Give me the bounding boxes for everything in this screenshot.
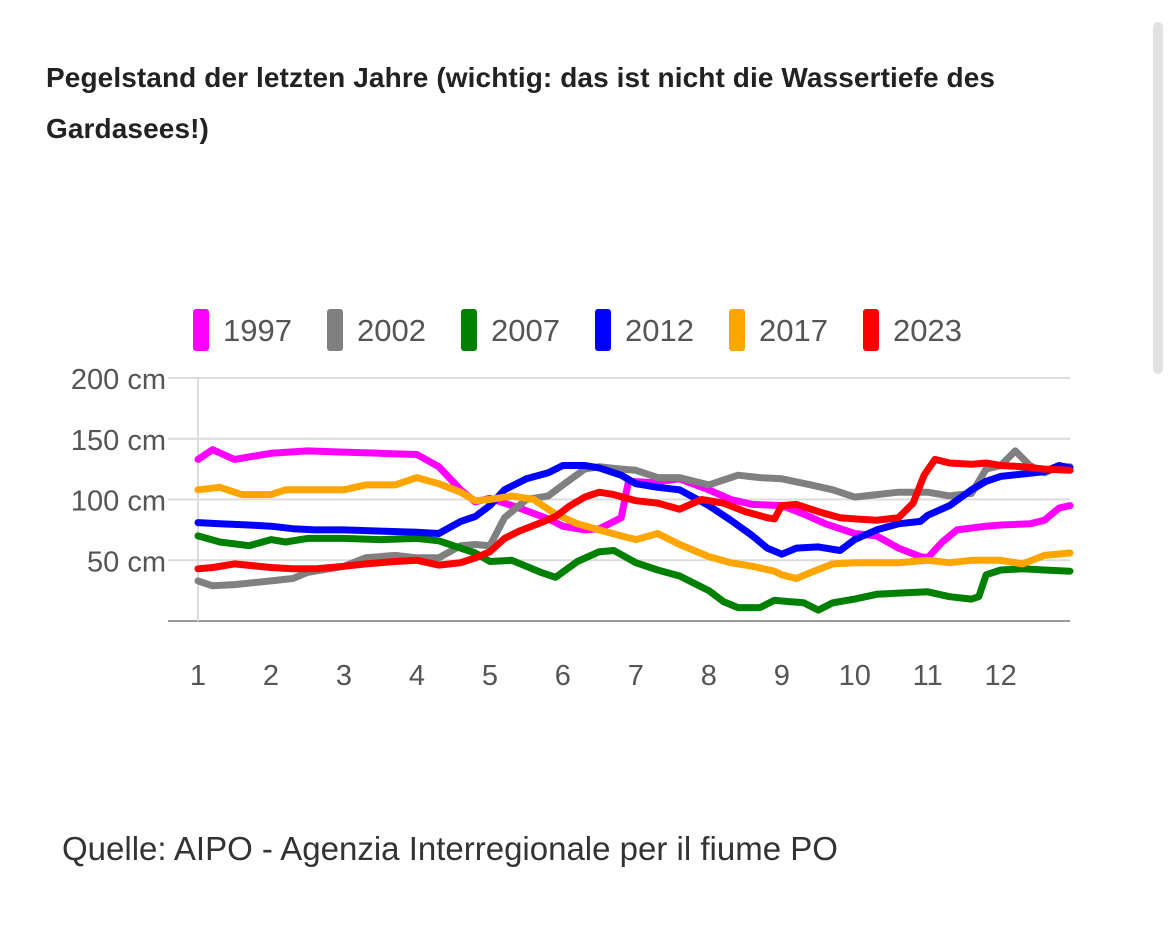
legend-swatch [461, 309, 477, 351]
x-tick-label: 10 [839, 660, 871, 692]
source-note: Quelle: AIPO - Agenzia Interregionale pe… [62, 830, 838, 867]
series-line-2012 [194, 462, 1074, 558]
y-tick-label: 100 cm [71, 486, 166, 518]
series-line-2017 [194, 474, 1074, 582]
x-tick-label: 3 [336, 660, 352, 692]
legend-swatch [595, 309, 611, 351]
x-tick-label: 2 [263, 660, 279, 692]
chart-title: Pegelstand der letzten Jahre (wichtig: d… [46, 62, 996, 144]
x-tick-label: 12 [985, 660, 1017, 692]
x-tick-label: 8 [701, 660, 717, 692]
legend-item-2017[interactable]: 2017 [729, 309, 828, 351]
x-tick-label: 5 [482, 660, 498, 692]
legend-label: 2017 [759, 313, 828, 348]
legend-label: 1997 [223, 313, 292, 348]
x-tick-label: 7 [628, 660, 644, 692]
x-tick-label: 4 [409, 660, 425, 692]
legend-label: 2002 [357, 313, 426, 348]
series-line-2007 [194, 532, 1074, 614]
legend-swatch [327, 309, 343, 351]
scrollbar[interactable] [1153, 22, 1163, 374]
legend-label: 2012 [625, 313, 694, 348]
legend-item-2007[interactable]: 2007 [461, 309, 560, 351]
legend-item-2023[interactable]: 2023 [863, 309, 962, 351]
series-line-2023 [194, 455, 1074, 573]
x-tick-label: 6 [555, 660, 571, 692]
legend-label: 2023 [893, 313, 962, 348]
legend: 1997 2002 2007 2012 2017 2023 [193, 309, 962, 351]
y-tick-label: 150 cm [71, 425, 166, 457]
x-tick-label: 1 [190, 660, 206, 692]
legend-item-2002[interactable]: 2002 [327, 309, 426, 351]
legend-swatch [729, 309, 745, 351]
y-tick-label: 200 cm [71, 364, 166, 396]
series-lines [194, 446, 1074, 614]
legend-swatch [193, 309, 209, 351]
y-tick-label: 50 cm [87, 546, 166, 578]
legend-swatch [863, 309, 879, 351]
legend-item-2012[interactable]: 2012 [595, 309, 694, 351]
x-tick-label: 11 [913, 660, 943, 692]
y-axis-ticks: 50 cm 100 cm 150 cm 200 cm [71, 364, 166, 578]
legend-item-1997[interactable]: 1997 [193, 309, 292, 351]
x-tick-label: 9 [774, 660, 790, 692]
legend-label: 2007 [491, 313, 560, 348]
x-axis-ticks: 1 2 3 4 5 6 7 8 9 10 11 12 [190, 660, 1017, 692]
